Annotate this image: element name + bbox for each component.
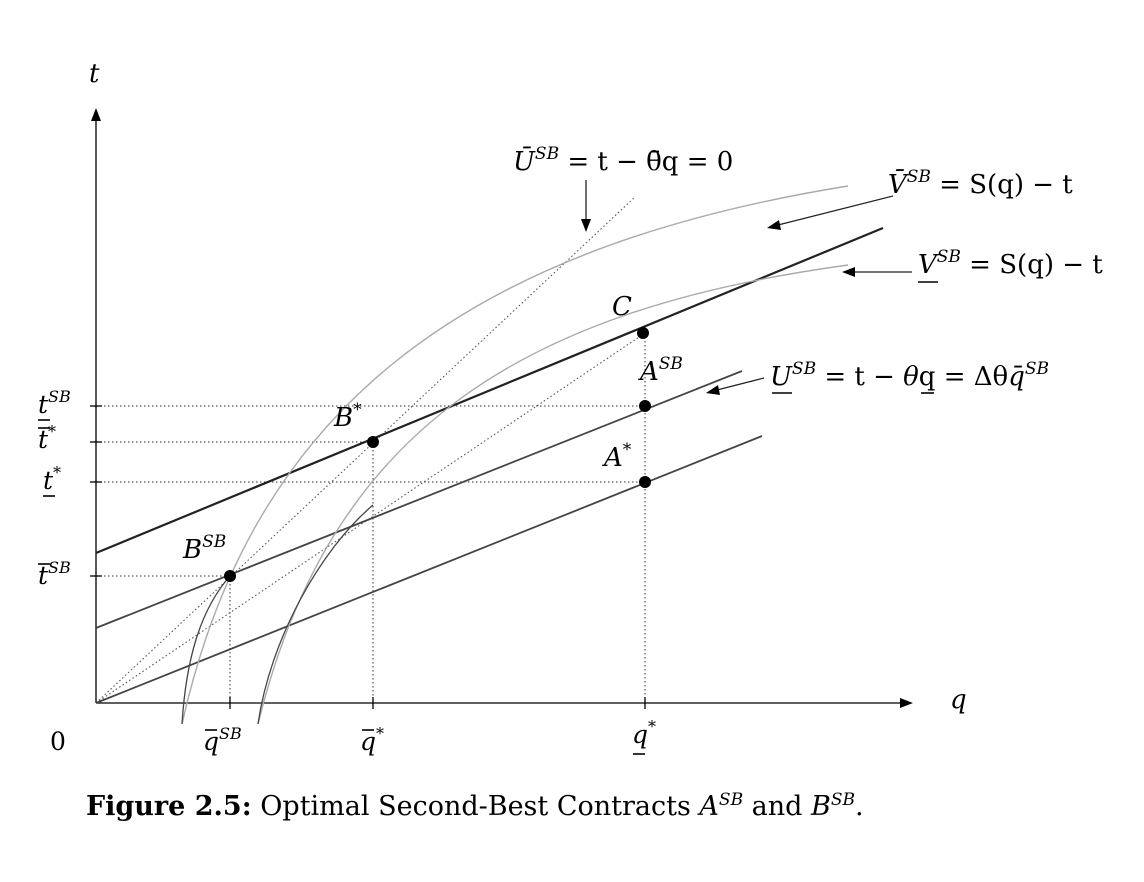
point-a-star [639, 476, 651, 488]
y-tick-label-t-bar-star: t* [38, 422, 56, 454]
pointer-u-under-sb-arrowhead [706, 385, 720, 395]
x-tick-label-q-bar-star: q* [360, 724, 384, 756]
caption-end: . [854, 791, 864, 822]
iso-rent-line-lower [95, 435, 763, 704]
iso-rent-line-upper [95, 226, 884, 555]
v-bar-sb-curve-lower [181, 575, 231, 725]
pointer-v-bar-sb-arrowhead [767, 220, 781, 230]
caption-text: Optimal Second-Best Contracts [251, 791, 700, 822]
caption-a: A [699, 791, 719, 822]
v-under-sb-curve [257, 264, 849, 725]
annotation-u-bar-sb: ŪSB = t − θ̄q = 0 [513, 144, 733, 177]
y-axis-label: t [89, 59, 100, 89]
y-tick-label-t-under-star: t* [43, 463, 61, 495]
caption-b-sup: SB [830, 790, 855, 810]
caption-conj: and [743, 791, 811, 822]
origin-label: 0 [50, 727, 66, 756]
annotation-u-under-sb: USB = t − θq = Δθq̄SB [770, 359, 1049, 392]
annotation-v-bar-sb: V̄SB = S(q) − t [888, 167, 1073, 200]
point-c [637, 327, 649, 339]
pointer-v-bar-sb [777, 195, 894, 226]
label-point-a-star: A* [602, 440, 632, 473]
pointer-u-bar-sb-arrowhead [581, 219, 591, 232]
x-tick-label-q-bar-sb: qSB [203, 724, 242, 756]
point-b-sb [224, 570, 236, 582]
u-bar-zero-line [95, 196, 636, 704]
x-axis-label: q [950, 685, 967, 715]
label-point-b-sb: BSB [182, 532, 226, 565]
label-point-c: C [612, 292, 632, 322]
v-bar-sb-curve [181, 185, 849, 725]
x-tick-label-q-under-star: q* [632, 717, 656, 749]
label-point-a-sb: ASB [638, 354, 683, 387]
x-axis-arrowhead [900, 698, 913, 708]
caption-a-sup: SB [718, 790, 744, 810]
v-under-sb-curve-lower [257, 504, 374, 725]
point-a-sb [639, 400, 651, 412]
y-tick-label-t-bar-sb: tSB [38, 558, 71, 590]
point-b-star [367, 436, 379, 448]
pointer-u-under-sb [716, 377, 765, 391]
label-point-b-star: B* [333, 400, 362, 433]
annotation-v-under-sb: VSB = S(q) − t [918, 247, 1103, 280]
caption-b: B [811, 791, 831, 822]
y-tick-label-t-under-sb: tSB [38, 387, 71, 419]
figure-caption: Figure 2.5: Optimal Second-Best Contract… [86, 790, 864, 822]
y-axis-arrowhead [91, 108, 101, 121]
pointer-v-under-sb-arrowhead [842, 267, 855, 277]
iso-rent-line-a-sb [95, 370, 743, 629]
caption-label: Figure 2.5: [86, 791, 252, 822]
